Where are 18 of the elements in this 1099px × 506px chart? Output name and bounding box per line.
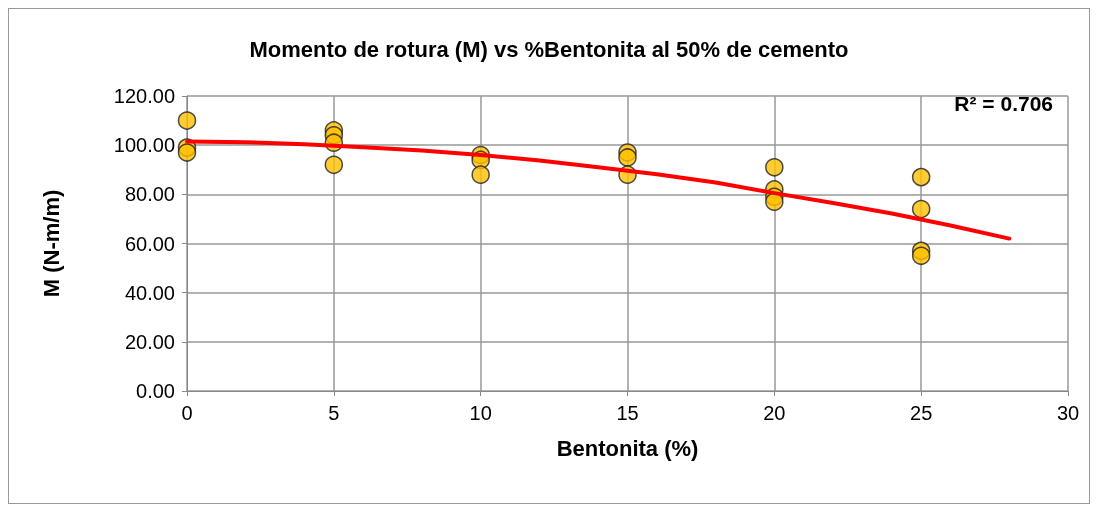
x-tick-label: 5 xyxy=(328,402,340,424)
x-tick-label: 0 xyxy=(181,402,193,424)
x-axis-title: Bentonita (%) xyxy=(556,435,699,461)
annotation: R² = 0.706 xyxy=(954,92,1054,115)
x-tick-label: 30 xyxy=(1056,402,1080,424)
y-tick-label: 100.00 xyxy=(113,134,175,157)
y-tick-label: 60.00 xyxy=(124,232,175,255)
x-tick-label: 10 xyxy=(469,402,492,424)
x-tick-label: 25 xyxy=(910,402,933,424)
y-tick-label: 80.00 xyxy=(124,183,175,206)
x-tick-label: 15 xyxy=(616,402,639,424)
chart-title: Momento de rotura (M) vs %Bentonita al 50% de cemento xyxy=(249,36,849,62)
y-tick-label: 20.00 xyxy=(124,330,175,353)
y-tick-label: 0.00 xyxy=(136,380,175,402)
x-tick-label: 20 xyxy=(763,402,786,424)
y-tick-label: 40.00 xyxy=(124,281,175,304)
y-axis-title: M (N-m/m) xyxy=(38,189,64,298)
y-tick-label: 120.00 xyxy=(113,85,175,107)
